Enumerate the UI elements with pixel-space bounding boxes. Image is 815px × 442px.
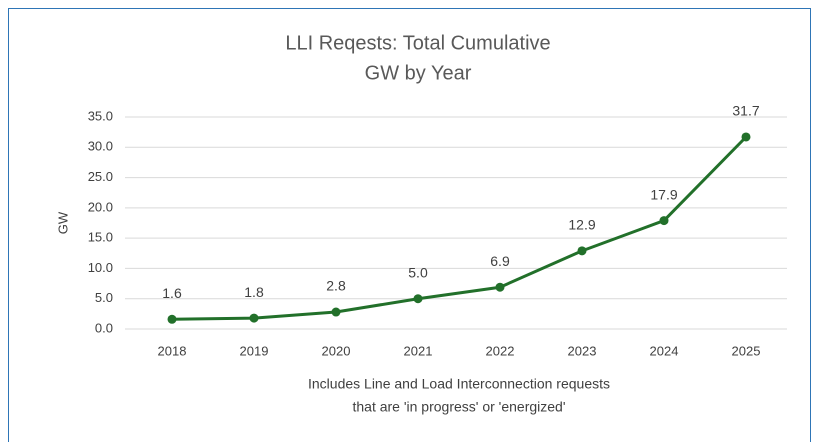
y-tick-label: 30.0: [88, 139, 113, 154]
data-label: 5.0: [408, 264, 428, 280]
y-axis-label: GW: [55, 211, 70, 234]
y-tick-label: 20.0: [88, 199, 113, 214]
data-point: [577, 246, 587, 256]
data-label: 1.6: [162, 285, 182, 301]
data-point: [167, 314, 177, 324]
data-label: 6.9: [490, 253, 510, 269]
x-tick-label: 2019: [240, 343, 269, 358]
x-axis-label: that are 'in progress' or 'energized': [352, 399, 565, 415]
data-point: [249, 313, 259, 323]
data-label: 31.7: [732, 103, 759, 119]
x-tick-label: 2023: [568, 343, 597, 358]
y-tick-label: 0.0: [95, 320, 113, 335]
y-tick-label: 25.0: [88, 169, 113, 184]
x-tick-label: 2020: [322, 343, 351, 358]
y-tick-label: 10.0: [88, 260, 113, 275]
x-axis-label: Includes Line and Load Interconnection r…: [308, 376, 610, 392]
data-label: 2.8: [326, 278, 346, 294]
x-tick-label: 2025: [732, 343, 761, 358]
x-tick-label: 2022: [486, 343, 515, 358]
x-tick-label: 2021: [404, 343, 433, 358]
data-line: [171, 135, 748, 321]
data-point: [659, 216, 669, 226]
chart-frame: [8, 8, 811, 442]
data-point: [413, 294, 423, 304]
data-point: [331, 307, 341, 317]
data-label: 1.8: [244, 284, 264, 300]
y-tick-label: 15.0: [88, 230, 113, 245]
data-point: [495, 282, 505, 292]
chart-title: GW by Year: [365, 62, 472, 84]
data-label: 17.9: [650, 186, 677, 202]
y-tick-label: 5.0: [95, 290, 113, 305]
y-tick-label: 35.0: [88, 108, 113, 123]
x-tick-label: 2024: [650, 343, 679, 358]
x-tick-label: 2018: [158, 343, 187, 358]
data-label: 12.9: [568, 217, 595, 233]
data-point: [741, 132, 751, 142]
chart-title: LLI Reqests: Total Cumulative: [285, 32, 550, 54]
